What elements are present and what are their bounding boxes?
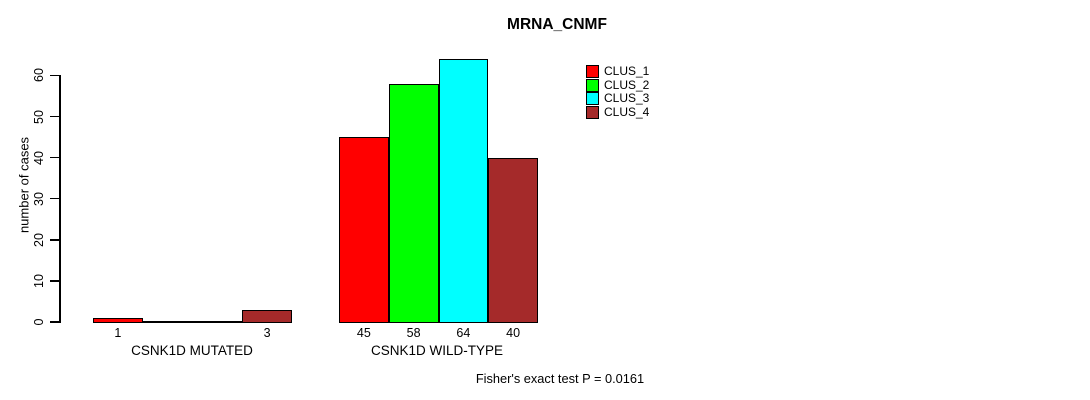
y-axis-tick-label: 10 <box>32 273 46 288</box>
bar-clus_2 <box>388 83 439 323</box>
y-axis-tick <box>50 197 60 200</box>
bar-value-label: 45 <box>356 326 371 340</box>
bar-value-label: 3 <box>263 326 271 340</box>
legend-item: CLUS_2 <box>586 77 650 92</box>
y-axis-tick <box>50 74 60 77</box>
legend-label: CLUS_2 <box>604 77 650 92</box>
y-axis-tick-label: 0 <box>32 318 46 326</box>
y-axis-tick-label: 20 <box>32 232 46 247</box>
legend-swatch-clus_4 <box>586 105 599 119</box>
y-axis-tick-label: 30 <box>32 191 46 206</box>
y-axis-tick <box>50 156 60 159</box>
bar-clus_4 <box>242 309 292 323</box>
legend-label: CLUS_4 <box>604 104 650 119</box>
bar-value-label: 40 <box>506 326 521 340</box>
y-axis-tick-label: 40 <box>32 150 46 165</box>
x-group-label-wild-type: CSNK1D WILD-TYPE <box>370 343 504 358</box>
y-axis-tick-label: 60 <box>32 68 46 83</box>
legend-swatch-clus_2 <box>586 78 599 92</box>
y-axis-tick-label: 50 <box>32 109 46 124</box>
bar-value-label: 1 <box>114 326 122 340</box>
bar-clus_1 <box>93 317 143 323</box>
bar-value-label: 64 <box>456 326 471 340</box>
legend-swatch-clus_3 <box>586 92 599 105</box>
y-axis-tick <box>50 239 60 241</box>
fisher-test-note: Fisher's exact test P = 0.0161 <box>475 371 645 386</box>
y-axis-tick <box>50 280 60 282</box>
legend-label: CLUS_3 <box>604 91 650 105</box>
bar-clus_1 <box>339 137 389 323</box>
legend-label: CLUS_1 <box>604 64 650 78</box>
legend-swatch-clus_1 <box>586 65 599 78</box>
bar-clus_2-zero <box>142 321 193 323</box>
y-axis-label: number of cases <box>16 136 32 234</box>
x-group-label-mutated: CSNK1D MUTATED <box>131 343 253 358</box>
bar-clus_3-zero <box>192 321 243 323</box>
bar-clus_3 <box>438 58 489 323</box>
legend-item: CLUS_3 <box>586 92 649 105</box>
chart-title: MRNA_CNMF <box>507 16 607 33</box>
legend-item: CLUS_1 <box>586 65 649 78</box>
y-axis-tick <box>50 321 60 323</box>
bar-value-label: 58 <box>406 326 421 340</box>
legend-item: CLUS_4 <box>586 104 650 119</box>
y-axis-tick <box>50 115 60 118</box>
bar-clus_4 <box>488 157 538 323</box>
legend: CLUS_1 CLUS_2 CLUS_3 CLUS_4 <box>586 65 649 119</box>
